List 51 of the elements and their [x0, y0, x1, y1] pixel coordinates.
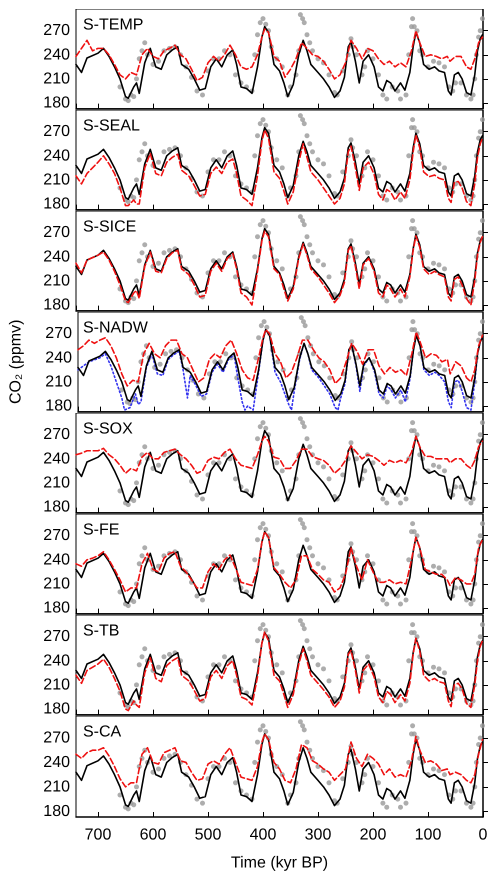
y-tick-label: 270 [43, 628, 70, 646]
x-tick-label: 100 [414, 826, 442, 844]
y-tick-label: 270 [43, 426, 70, 444]
y-tick-label: 180 [43, 498, 70, 516]
y-tick-label: 240 [43, 248, 70, 266]
y-tick-label: 210 [45, 373, 72, 390]
x-tick-label: 700 [84, 826, 112, 844]
text: S-SICE [83, 218, 136, 236]
x-tick-label: 500 [194, 826, 222, 844]
y-tick-label: 240 [45, 349, 72, 366]
y-tick-label: 240 [43, 450, 70, 468]
x-tick-label: 400 [250, 826, 276, 844]
y-tick-label: 240 [43, 754, 70, 771]
y-tick-label: 210 [43, 171, 70, 188]
x-tick-label: 200 [360, 826, 386, 844]
y-tick-label: 270 [43, 527, 70, 544]
text: S-SEAL [83, 118, 140, 134]
y-tick-label: 180 [43, 802, 70, 820]
chart-title: S-TB [83, 622, 120, 640]
y-tick-label: 180 [43, 600, 70, 616]
chart-title: S-FE [83, 522, 120, 538]
x-tick-label: 0 [478, 826, 488, 844]
y-tick-label: 270 [43, 729, 70, 746]
y-tick-label: 210 [43, 575, 70, 592]
y-tick-label: 240 [43, 46, 70, 64]
chart-title: S-NADW [83, 320, 149, 336]
y-tick-label: 210 [43, 778, 70, 796]
chart-title: S-SOX [83, 420, 134, 438]
y-tick-label: 270 [43, 224, 70, 242]
chart-title: S-CA [83, 724, 122, 740]
y-tick-label: 210 [43, 474, 70, 492]
y-tick-label: 270 [45, 325, 72, 342]
line-series [75, 28, 484, 82]
y-tick-label: 180 [43, 700, 70, 718]
chart-title: S-TEMP [83, 16, 144, 34]
x-axis-title: Time (kyr BP) [230, 854, 328, 872]
y-tick-label: 240 [43, 551, 70, 568]
y-tick-label: 180 [43, 296, 70, 314]
y-tick-label: 270 [43, 123, 70, 140]
y-tick-label: 180 [43, 196, 70, 212]
y-axis-title: CO₂ (ppmv) [8, 320, 24, 404]
y-tick-label: 180 [43, 94, 70, 112]
y-tick-label: 240 [43, 147, 70, 164]
y-tick-label: 210 [43, 676, 70, 694]
y-tick-label: 240 [43, 652, 70, 670]
x-tick-label: 300 [304, 826, 332, 844]
y-tick-label: 180 [45, 398, 72, 414]
x-tick-label: 600 [140, 826, 166, 844]
y-tick-label: 210 [43, 272, 70, 290]
y-tick-label: 270 [43, 22, 70, 40]
y-tick-label: 210 [43, 70, 70, 88]
